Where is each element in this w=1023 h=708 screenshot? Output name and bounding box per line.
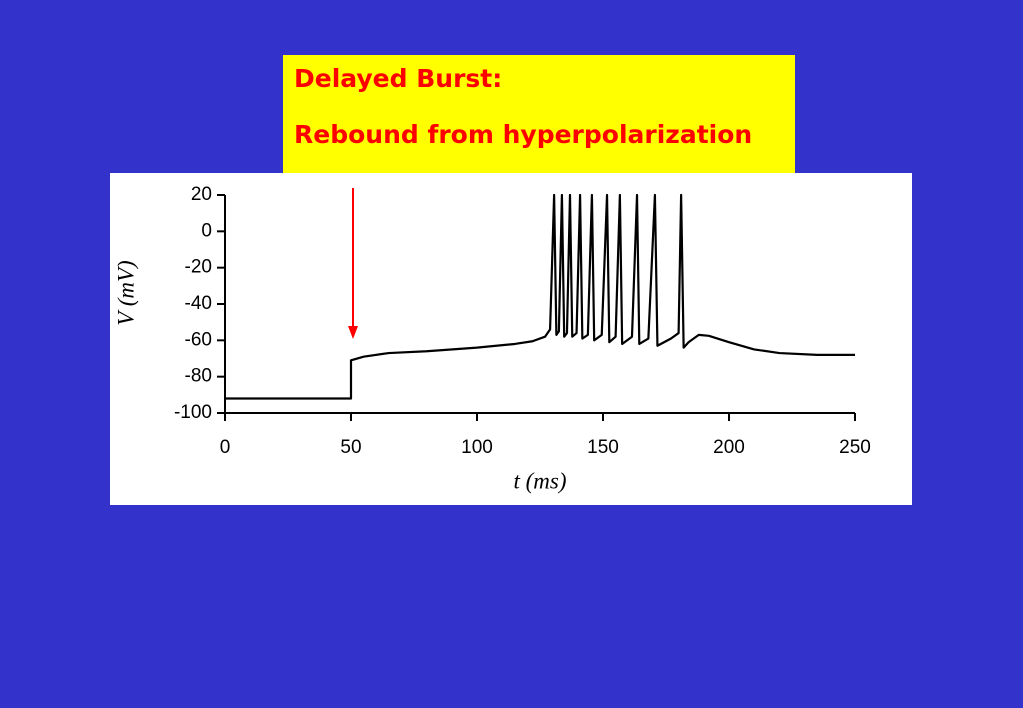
y-tick-label: -40 [185,293,212,314]
x-tick-label: 0 [220,437,231,458]
title: Delayed Burst: [294,64,502,93]
x-axis-label: t (ms) [513,468,566,493]
x-tick-label: 50 [340,437,361,458]
y-tick-label: -100 [174,402,212,423]
y-tick-label: 20 [191,184,212,205]
voltage-trace [225,193,855,400]
stimulus-arrow-head [348,326,358,339]
x-tick-label: 250 [839,437,871,458]
y-tick-label: -60 [185,329,212,350]
x-tick-label: 100 [461,437,493,458]
x-tick-label: 150 [587,437,619,458]
y-tick-label: 0 [201,220,212,241]
title-box [283,55,795,173]
y-axis-label: V (mV) [113,260,138,325]
y-tick-label: -80 [185,366,212,387]
chart-panel [110,173,912,505]
y-tick-label: -20 [185,257,212,278]
x-tick-label: 200 [713,437,745,458]
subtitle: Rebound from hyperpolarization [294,120,752,149]
